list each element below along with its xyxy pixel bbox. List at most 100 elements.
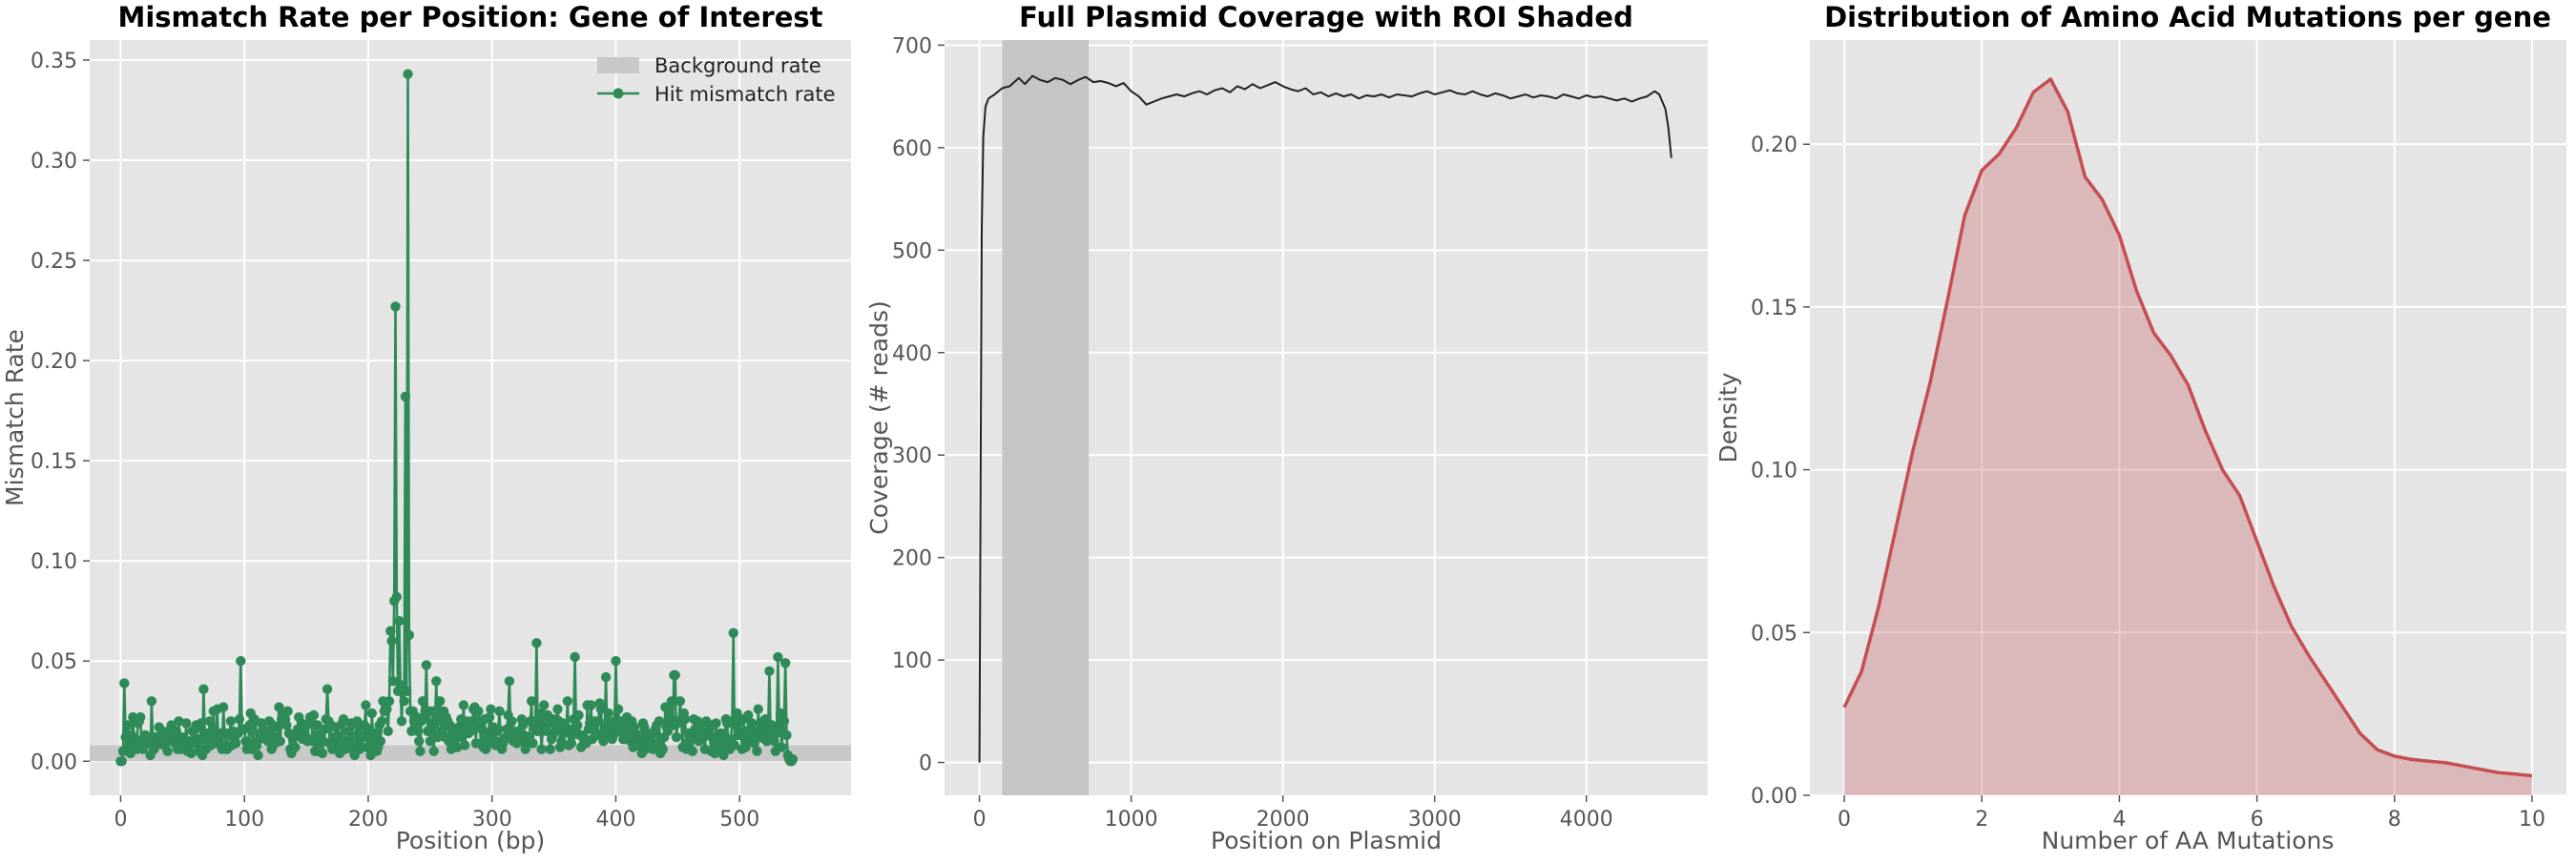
x-tick-label: 10	[2519, 808, 2545, 832]
hit-mismatch-point	[308, 709, 320, 721]
y-tick-label: 0.30	[31, 150, 77, 174]
hit-mismatch-point	[396, 716, 407, 727]
hit-mismatch-point	[666, 696, 677, 707]
hit-mismatch-point	[566, 738, 576, 749]
hit-mismatch-point	[350, 736, 362, 747]
hit-mismatch-point	[536, 744, 547, 754]
hit-mismatch-point	[539, 700, 550, 710]
hit-mismatch-point	[551, 724, 562, 734]
hit-mismatch-point	[552, 704, 563, 714]
hit-mismatch-point	[234, 714, 245, 725]
panel-plasmid-coverage: 0 1000 2000 3000 4000 0 100 200 300 400 500 600 700…	[865, 1, 1708, 854]
data-layer-coverage	[978, 40, 1672, 795]
hit-mismatch-point	[639, 722, 650, 732]
y-tick-label: 0.20	[31, 350, 77, 374]
hit-mismatch-point	[375, 736, 386, 747]
hit-mismatch-point	[404, 629, 414, 641]
hit-mismatch-point	[403, 69, 413, 79]
hit-mismatch-point	[531, 638, 542, 648]
hit-mismatch-point	[402, 686, 412, 696]
hit-mismatch-point	[204, 716, 216, 727]
hit-mismatch-point	[317, 748, 328, 759]
y-tick-label: 400	[892, 342, 932, 366]
hit-mismatch-point	[484, 711, 495, 723]
hit-mismatch-point	[282, 706, 293, 716]
x-ticks-density: 0 2 4 6 8 10	[1838, 795, 2545, 832]
hit-mismatch-point	[400, 391, 411, 402]
hit-mismatch-point	[545, 744, 555, 754]
chart-title-density: Distribution of Amino Acid Mutations per…	[1824, 1, 2551, 33]
hit-mismatch-point	[775, 708, 786, 719]
hit-mismatch-point	[500, 731, 511, 743]
roi-shade	[1002, 40, 1090, 795]
hit-mismatch-point	[572, 720, 583, 730]
y-tick-label: 0.35	[31, 50, 77, 73]
grid-density	[1810, 40, 2566, 796]
y-axis-label-density: Density	[1714, 372, 1742, 462]
y-tick-label: 0.00	[31, 750, 77, 774]
y-tick-label: 0.00	[1751, 785, 1797, 809]
hit-mismatch-point	[466, 726, 476, 736]
hit-mismatch-point	[752, 746, 762, 756]
hit-mismatch-point	[787, 754, 799, 765]
density-curve	[1842, 77, 2533, 778]
hit-mismatch-point	[162, 746, 173, 756]
hit-mismatch-point	[760, 714, 771, 725]
chart-title-mismatch: Mismatch Rate per Position: Gene of Inte…	[117, 1, 822, 33]
y-tick-label: 300	[892, 444, 932, 468]
hit-mismatch-point	[664, 704, 675, 714]
hit-mismatch-point	[773, 651, 783, 663]
hit-mismatch-point	[186, 748, 197, 759]
hit-mismatch-point	[586, 700, 596, 710]
x-tick-label: 100	[224, 808, 264, 832]
hit-mismatch-point	[390, 301, 401, 312]
hit-mismatch-point	[338, 714, 349, 725]
x-tick-label: 2000	[1257, 808, 1310, 832]
hit-mismatch-point	[312, 720, 322, 730]
legend-marker-hit-mismatch	[613, 88, 624, 99]
hit-mismatch-point	[361, 700, 371, 710]
hit-mismatch-point	[747, 718, 758, 729]
x-tick-label: 4000	[1560, 808, 1613, 832]
hit-mismatch-point	[562, 696, 573, 707]
legend-label-hit-mismatch: Hit mismatch rate	[654, 83, 836, 106]
hit-mismatch-point	[181, 718, 192, 729]
hit-mismatch-point	[394, 616, 405, 627]
hit-mismatch-point	[533, 708, 545, 719]
hit-mismatch-point	[273, 722, 283, 732]
hit-mismatch-point	[687, 746, 698, 756]
x-tick-label: 0	[973, 808, 987, 832]
y-tick-label: 600	[892, 137, 932, 161]
hit-mismatch-point	[764, 666, 775, 676]
coverage-line	[978, 74, 1672, 763]
hit-mismatch-point	[426, 726, 437, 736]
hit-mismatch-point	[415, 746, 426, 756]
hit-mismatch-point	[399, 696, 409, 707]
hit-mismatch-point	[207, 726, 218, 736]
y-tick-label: 700	[892, 34, 932, 58]
hit-mismatch-point	[116, 756, 127, 767]
hit-mismatch-point	[275, 736, 285, 747]
hit-mismatch-point	[236, 656, 246, 667]
hit-mismatch-point	[414, 736, 425, 747]
hit-mismatch-point	[675, 696, 686, 707]
x-tick-label: 6	[2251, 808, 2264, 832]
hit-mismatch-point	[421, 660, 432, 670]
hit-mismatch-point	[728, 627, 738, 638]
hit-mismatch-point	[769, 736, 779, 747]
x-ticks-coverage: 0 1000 2000 3000 4000	[973, 795, 1613, 832]
hit-mismatch-point	[281, 720, 292, 730]
hit-mismatch-point	[611, 656, 621, 667]
hit-mismatch-point	[123, 720, 134, 730]
panel-aa-mutations: 0 2 4 6 8 10 0.00 0.05 0.10 0.15 0.20 Distributio…	[1714, 1, 2566, 854]
y-tick-label: 0.25	[31, 250, 77, 274]
hit-mismatch-point	[654, 716, 665, 727]
hit-mismatch-point	[412, 726, 424, 736]
hit-mismatch-point	[225, 716, 237, 727]
hit-mismatch-point	[174, 716, 184, 727]
x-axis-label-coverage: Position on Plasmid	[1211, 827, 1442, 854]
data-layer-density	[1842, 77, 2533, 795]
y-tick-label: 100	[892, 649, 932, 673]
hit-mismatch-point	[670, 669, 680, 681]
